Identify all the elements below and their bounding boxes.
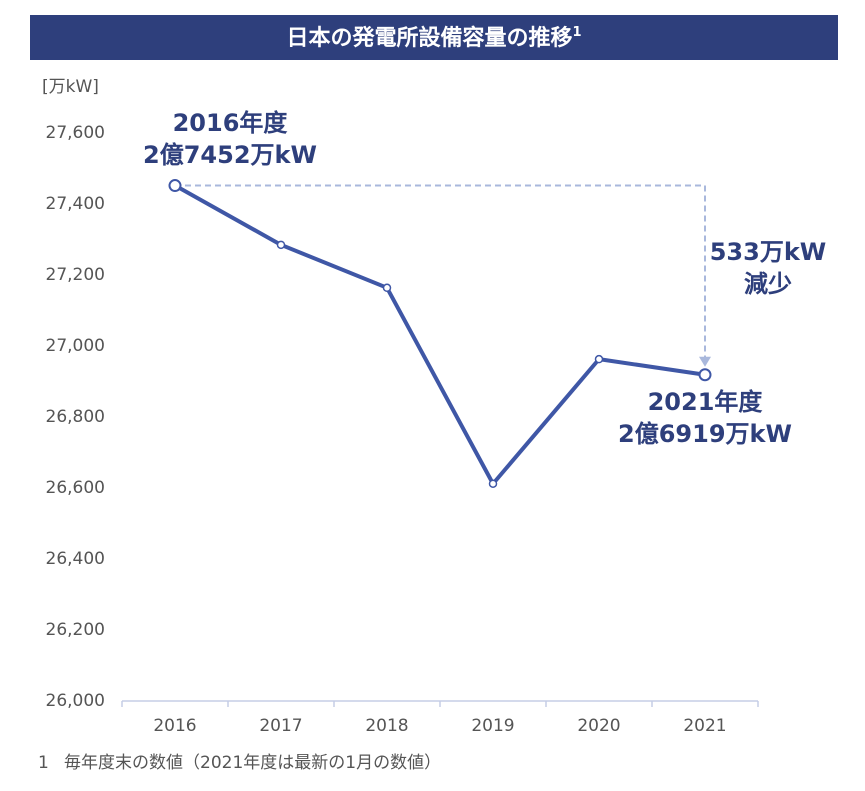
end-year: 2021年度 bbox=[648, 388, 764, 416]
y-tick-label: 27,200 bbox=[46, 265, 105, 285]
x-tick-label: 2017 bbox=[259, 716, 302, 736]
y-tick-label: 26,200 bbox=[46, 620, 105, 640]
x-tick-label: 2016 bbox=[153, 716, 196, 736]
diff-arrow bbox=[699, 356, 711, 367]
diff-value: 533万kW bbox=[710, 238, 827, 266]
point bbox=[168, 179, 182, 193]
footnote-number: 1 bbox=[38, 753, 49, 773]
y-tick-label: 26,400 bbox=[46, 549, 105, 569]
start-year: 2016年度 bbox=[173, 109, 289, 137]
title-note: 1 bbox=[572, 25, 581, 40]
start-value: 2億7452万kW bbox=[143, 141, 317, 169]
point bbox=[698, 368, 712, 382]
y-tick-label: 26,600 bbox=[46, 478, 105, 498]
chart-title-group: 日本の発電所設備容量の推移1 bbox=[286, 25, 581, 52]
unit-label: [万kW] bbox=[42, 77, 99, 97]
point bbox=[594, 354, 604, 364]
title-bar bbox=[30, 15, 838, 60]
chart-title: 日本の発電所設備容量の推移 bbox=[286, 25, 572, 51]
point bbox=[488, 479, 498, 488]
y-tick-label: 27,600 bbox=[46, 123, 105, 143]
y-tick-label: 26,800 bbox=[46, 407, 105, 427]
x-tick-label: 2020 bbox=[577, 716, 620, 736]
x-tick-label: 2018 bbox=[365, 716, 408, 736]
x-tick-label: 2021 bbox=[683, 716, 726, 736]
y-tick-label: 27,400 bbox=[46, 194, 105, 214]
point bbox=[382, 283, 392, 293]
series-line bbox=[174, 183, 706, 486]
diff-text: 減少 bbox=[744, 270, 792, 298]
point bbox=[276, 240, 286, 250]
diff-connector bbox=[175, 184, 706, 360]
y-tick-label: 26,000 bbox=[46, 691, 105, 711]
end-value: 2億6919万kW bbox=[618, 420, 792, 448]
footnote-text: 毎年度末の数値（2021年度は最新の1月の数値） bbox=[64, 753, 441, 773]
y-tick-label: 27,000 bbox=[46, 336, 105, 356]
x-tick-label: 2019 bbox=[471, 716, 514, 736]
